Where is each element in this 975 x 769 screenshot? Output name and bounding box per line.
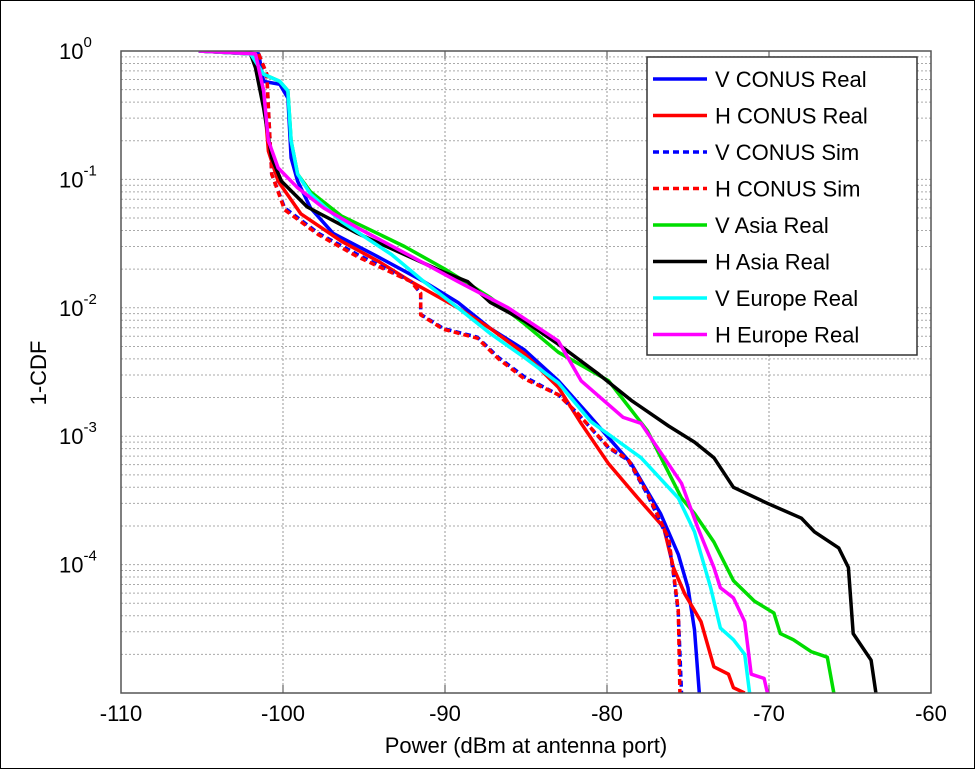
y-tick-label: 100 [59, 34, 92, 64]
series-line-h-europe-real [198, 51, 770, 693]
legend-label: H CONUS Real [715, 104, 868, 129]
y-tick-exponent: -4 [83, 548, 96, 565]
y-tick-label: 10-2 [59, 291, 97, 321]
y-tick-exponent: -1 [83, 162, 96, 179]
y-tick-label: 10-3 [59, 419, 97, 449]
y-axis-label: 1-CDF [26, 341, 51, 406]
y-tick-base: 10 [59, 424, 83, 449]
series-line-h-conus-sim [198, 51, 682, 693]
y-tick-base: 10 [59, 39, 83, 64]
y-tick-label: 10-1 [59, 162, 97, 192]
x-tick-label: -110 [100, 701, 142, 726]
series-group [198, 51, 878, 693]
legend-label: H Asia Real [715, 250, 830, 275]
plot-area-frame [120, 50, 932, 694]
legend-label: V Europe Real [715, 286, 858, 311]
legend-label: V CONUS Real [715, 67, 867, 92]
x-tick-label: -90 [429, 701, 461, 726]
grid [120, 51, 932, 693]
legend-label: V CONUS Sim [715, 140, 859, 165]
y-tick-base: 10 [59, 296, 83, 321]
y-tick-base: 10 [59, 553, 83, 578]
x-tick-labels: -110 -100 -90 -80 -70 -60 [100, 701, 947, 726]
legend-box [646, 56, 918, 356]
legend-label: V Asia Real [715, 213, 829, 238]
series-line-h-asia-real [198, 51, 878, 693]
y-tick-exponent: -3 [83, 419, 96, 436]
legend-label: H Europe Real [715, 323, 859, 348]
x-tick-label: -60 [915, 701, 947, 726]
legend: V CONUS Real H CONUS Real V CONUS Sim H CON… [646, 56, 918, 356]
x-tick-label: -70 [753, 701, 785, 726]
y-tick-exponent: -2 [83, 291, 96, 308]
x-tick-label: -80 [591, 701, 623, 726]
series-line-v-europe-real [198, 51, 752, 693]
x-tick-label: -100 [261, 701, 305, 726]
y-tick-exponent: 0 [83, 34, 91, 51]
x-axis-label: Power (dBm at antenna port) [385, 733, 667, 758]
series-line-v-conus-real [198, 51, 702, 693]
y-tick-base: 10 [59, 167, 83, 192]
y-tick-label: 10-4 [59, 548, 97, 578]
legend-label: H CONUS Sim [715, 177, 860, 202]
